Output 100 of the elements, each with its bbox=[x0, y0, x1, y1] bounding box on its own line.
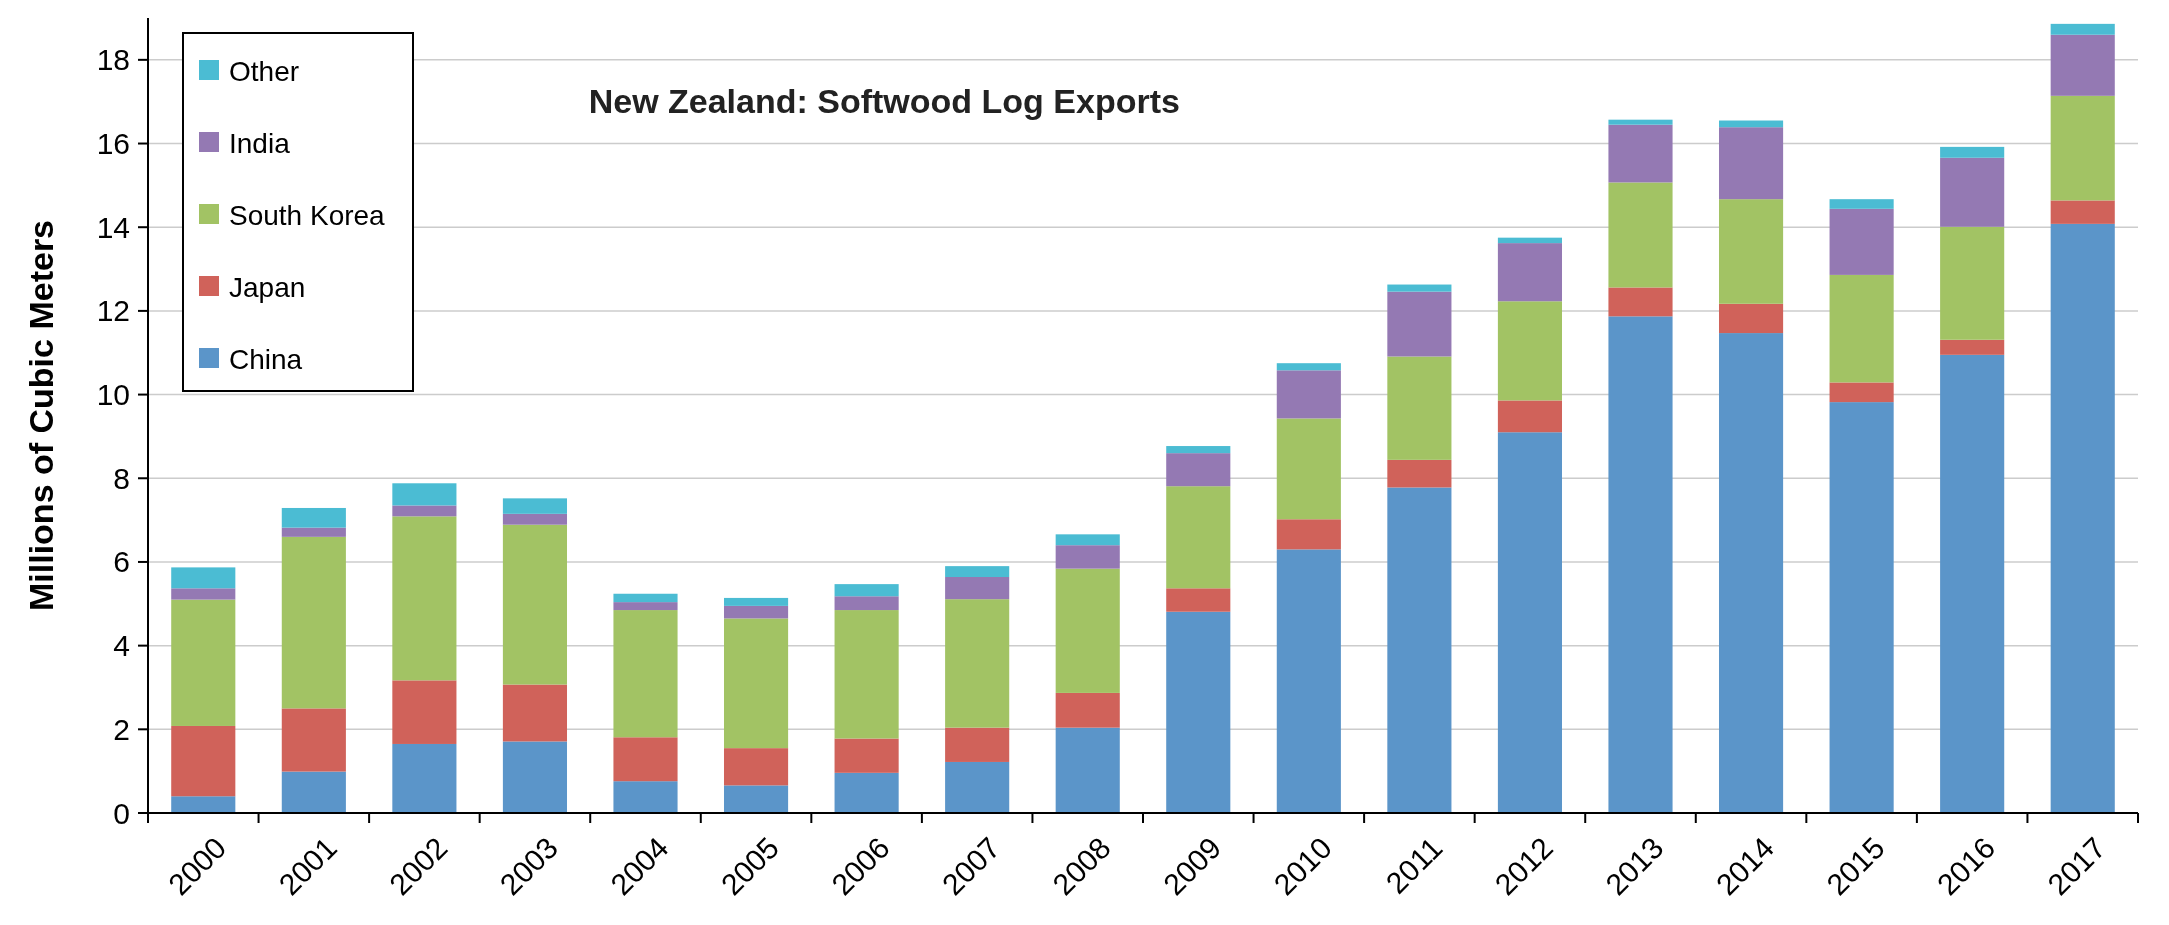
bar bbox=[171, 588, 236, 600]
bar bbox=[281, 771, 346, 813]
bar bbox=[1718, 303, 1784, 334]
bar bbox=[723, 618, 789, 749]
bar bbox=[1940, 339, 2005, 355]
bar bbox=[1497, 243, 1562, 302]
bar bbox=[1166, 611, 1231, 813]
bar bbox=[613, 593, 678, 603]
bar bbox=[171, 725, 236, 797]
bar bbox=[1387, 284, 1452, 292]
bar bbox=[834, 610, 899, 739]
bar bbox=[502, 498, 568, 514]
bar bbox=[834, 584, 899, 597]
bar bbox=[1608, 119, 1673, 125]
y-tick-label: 16 bbox=[96, 127, 130, 161]
bar bbox=[1276, 418, 1341, 520]
y-tick-label: 0 bbox=[113, 796, 130, 830]
text: New Zealand: Softwood Log Exports bbox=[588, 82, 1180, 120]
bar bbox=[1497, 237, 1562, 244]
bar bbox=[723, 605, 789, 619]
bar bbox=[281, 708, 346, 772]
bar bbox=[1055, 534, 1120, 546]
bar bbox=[1718, 199, 1784, 304]
bar bbox=[834, 738, 899, 773]
bar bbox=[1055, 727, 1120, 813]
legend-label: Other bbox=[229, 55, 300, 87]
bar bbox=[1166, 588, 1231, 612]
bar bbox=[1829, 274, 1894, 383]
bar bbox=[945, 566, 1010, 578]
legend-label: India bbox=[229, 127, 291, 159]
bar bbox=[1166, 486, 1231, 589]
bar bbox=[502, 524, 568, 685]
bar bbox=[171, 567, 236, 589]
bar bbox=[392, 516, 457, 681]
bar bbox=[945, 727, 1010, 762]
bar bbox=[1387, 291, 1452, 357]
y-tick-label: 6 bbox=[113, 545, 130, 579]
bar bbox=[1940, 146, 2005, 158]
bar bbox=[945, 577, 1010, 600]
bar bbox=[1497, 301, 1562, 401]
bar bbox=[502, 741, 568, 813]
bar bbox=[1829, 402, 1894, 813]
bar bbox=[945, 599, 1010, 728]
bar bbox=[1829, 208, 1894, 275]
bar bbox=[723, 597, 789, 606]
bar bbox=[1276, 363, 1341, 371]
y-axis-title: Millions of Cubic Meters bbox=[22, 219, 60, 612]
bar bbox=[723, 785, 789, 813]
bar bbox=[613, 781, 678, 813]
bar bbox=[1055, 545, 1120, 569]
bar bbox=[502, 513, 568, 525]
bar bbox=[2050, 23, 2115, 35]
bar bbox=[723, 748, 789, 786]
bar bbox=[1166, 453, 1231, 487]
y-tick-label: 10 bbox=[96, 378, 130, 412]
bar bbox=[392, 505, 457, 517]
bar bbox=[1166, 446, 1231, 454]
bar bbox=[392, 680, 457, 744]
y-tick-label: 12 bbox=[96, 294, 130, 328]
bar bbox=[2050, 95, 2115, 201]
bar bbox=[613, 737, 678, 782]
bar bbox=[1940, 157, 2005, 227]
bar bbox=[834, 772, 899, 813]
bar bbox=[1276, 549, 1341, 813]
y-tick-label: 8 bbox=[113, 461, 130, 495]
bar bbox=[1387, 356, 1452, 460]
bar bbox=[1718, 127, 1784, 200]
bar bbox=[1055, 692, 1120, 728]
bar bbox=[1497, 400, 1562, 433]
bar bbox=[1829, 199, 1894, 209]
bar bbox=[2050, 223, 2115, 813]
bar bbox=[2050, 200, 2115, 224]
y-tick-label: 14 bbox=[96, 210, 130, 244]
y-tick-label: 4 bbox=[113, 629, 130, 663]
bar bbox=[1055, 568, 1120, 693]
bar bbox=[1276, 370, 1341, 419]
bar bbox=[502, 684, 568, 742]
bar bbox=[1608, 182, 1673, 288]
bar bbox=[281, 507, 346, 528]
bar bbox=[1718, 120, 1784, 128]
bar bbox=[1829, 382, 1894, 403]
bar bbox=[281, 536, 346, 709]
bar bbox=[1387, 459, 1452, 488]
bar bbox=[392, 483, 457, 506]
bar bbox=[1387, 487, 1452, 813]
bar bbox=[171, 599, 236, 726]
legend-label: South Korea bbox=[229, 199, 386, 231]
bar bbox=[281, 527, 346, 537]
bar bbox=[1608, 316, 1673, 813]
y-tick-label: 2 bbox=[113, 712, 130, 746]
bar bbox=[1940, 226, 2005, 340]
bar bbox=[1608, 287, 1673, 317]
bar bbox=[1718, 333, 1784, 813]
legend-label: Japan bbox=[229, 271, 306, 303]
y-tick-label: 18 bbox=[96, 43, 130, 77]
legend-label: China bbox=[229, 343, 303, 375]
bar bbox=[1276, 519, 1341, 550]
bar bbox=[613, 602, 678, 611]
bar bbox=[1497, 432, 1562, 813]
bar bbox=[945, 761, 1010, 813]
